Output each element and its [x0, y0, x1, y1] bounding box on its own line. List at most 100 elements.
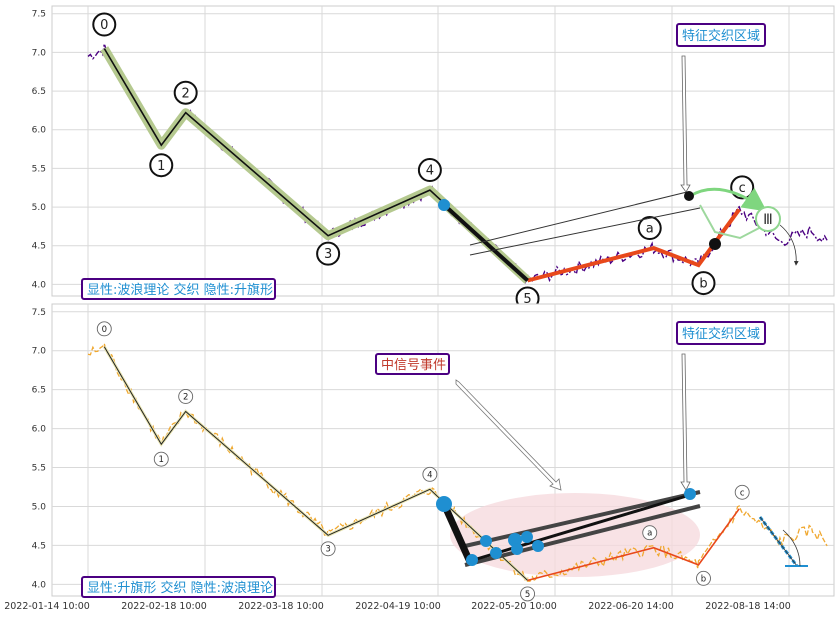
bottom-ytick-label: 7.0: [32, 347, 47, 357]
bottom-wave-label-circle: [734, 484, 750, 500]
top-projection-return: [699, 204, 766, 240]
bottom-ytick-label: 4.5: [32, 541, 46, 551]
top-wave-label-circle: [173, 80, 198, 105]
top-ytick-label: 7.5: [32, 10, 46, 20]
top-ytick-label: 5.5: [32, 164, 46, 174]
top-wave-label: 5: [523, 292, 531, 307]
top-blue-dot: [438, 199, 450, 211]
top-ytick-label: 7.0: [32, 48, 47, 58]
bottom-wave-label: a: [647, 529, 652, 539]
top-wave-label: a: [646, 222, 654, 237]
bottom-ytick-label: 5.5: [32, 464, 46, 474]
bottom-flag-pole: [440, 502, 474, 564]
bottom-wave-label: 2: [183, 392, 188, 402]
top-annotations: Ⅲ: [438, 55, 799, 266]
bottom-flag-dot-3: [490, 547, 502, 559]
bottom-flag-dot-1: [466, 554, 478, 566]
bottom-flag-mid-line: [469, 493, 691, 563]
bottom-label-box: 显性:升旗形 交织 隐性:波浪理论: [81, 576, 276, 598]
bottom-signal-arrow: [455, 379, 562, 491]
bottom-wave-label-circle: [320, 541, 336, 557]
top-ytick-label: 4.0: [32, 280, 47, 290]
x-tick-label: 2022-05-20 10:00: [471, 601, 557, 612]
top-projection-glyph: Ⅲ: [763, 212, 773, 228]
top-black-dot-c: [684, 191, 694, 201]
top-wave-5-impulse: [442, 203, 529, 283]
bottom-ytick-label: 4.0: [32, 580, 47, 590]
top-region-label-box: 特征交织区域: [676, 23, 766, 47]
top-wave-abc-line: [527, 208, 741, 283]
bottom-wave-label-circle: [642, 525, 658, 541]
bottom-wave-label: 0: [102, 325, 107, 335]
bottom-wave-label-circle: [96, 321, 112, 337]
bottom-y-axis: 4.0 4.5 5.0 5.5 6.0 6.5 7.0 7.5: [32, 308, 47, 591]
bottom-bottom-label: 显性:升旗形 交织 隐性:波浪理论: [87, 580, 273, 596]
top-ytick-label: 6.0: [32, 126, 47, 136]
bottom-wave-label-circle: [153, 451, 169, 467]
bottom-flag-dot-5: [511, 543, 523, 555]
bottom-region-arrow: [680, 353, 691, 491]
bottom-ytick-label: 7.5: [32, 308, 46, 318]
top-ytick-label: 4.5: [32, 242, 46, 252]
bottom-flag-dot-7: [532, 540, 544, 552]
bottom-flag-dot-8: [684, 488, 696, 500]
top-wave-label: b: [699, 277, 707, 292]
top-plot-area: [51, 5, 835, 297]
bottom-wave-label: 4: [427, 470, 432, 480]
top-black-dot-end: [709, 238, 721, 250]
x-tick-label: 2022-02-18 10:00: [121, 601, 207, 612]
top-projection-curve: [779, 224, 799, 266]
bottom-ytick-label: 6.5: [32, 386, 46, 396]
top-region-label: 特征交织区域: [682, 28, 760, 44]
top-wave-label: 2: [182, 86, 190, 101]
x-axis-labels: 2022-01-14 10:00 2022-02-18 10:00 2022-03-…: [4, 601, 791, 612]
bottom-flag-lower-line: [464, 504, 701, 567]
x-tick-label: 2022-03-18 10:00: [238, 601, 324, 612]
top-wave-label-circle: [316, 241, 341, 266]
x-tick-label: 2022-08-18 14:00: [705, 601, 791, 612]
bottom-wave-label: b: [701, 574, 706, 584]
bottom-projection-curve: [782, 529, 801, 567]
top-ytick-label: 6.5: [32, 87, 46, 97]
bottom-flag-dot-0: [436, 496, 452, 512]
top-bottom-label: 显性:波浪理论 交织 隐性:升旗形: [87, 282, 273, 298]
bottom-flag-upper-line: [464, 490, 701, 548]
top-bottom-label-box: 显性:波浪理论 交织 隐性:升旗形: [81, 278, 276, 300]
top-wave-label: 1: [157, 159, 165, 174]
top-projection-arrow: [689, 187, 767, 212]
bottom-panel: 4.0 4.5 5.0 5.5 6.0 6.5 7.0 7.5 0 1 2 3 4 5 a b c 显性:升旗…: [32, 303, 835, 602]
bottom-signal-label-box: 中信号事件: [375, 353, 450, 375]
top-wave-label-circle: [691, 271, 716, 296]
x-tick-label: 2022-06-20 14:00: [588, 601, 674, 612]
bottom-wave-label: 1: [159, 455, 164, 465]
bottom-wave-label: c: [740, 488, 745, 498]
bottom-signal-label: 中信号事件: [381, 358, 446, 373]
top-ytick-label: 5.0: [32, 203, 47, 213]
bottom-flag-dots: [436, 488, 696, 566]
bottom-plot-area: [51, 303, 835, 597]
top-triangle-upper-line: [469, 191, 688, 246]
bottom-region-label: 特征交织区域: [682, 326, 760, 342]
bottom-wave-label-circle: [696, 570, 711, 586]
top-wave-label: 3: [324, 247, 332, 262]
top-triangle-lower-line: [469, 207, 701, 256]
bottom-wave-label-circle: [422, 466, 438, 482]
bottom-ytick-label: 5.0: [32, 502, 47, 512]
top-wave-label: 0: [100, 18, 108, 33]
top-wave-label: 4: [426, 164, 434, 179]
bottom-wave-abc-line: [527, 508, 740, 582]
bottom-annotations: [436, 353, 808, 567]
top-wave-label-circle: [417, 158, 442, 183]
x-tick-label: 2022-04-19 10:00: [355, 601, 441, 612]
bottom-wave-label-circle: [178, 389, 194, 404]
bottom-wave-label: 3: [325, 545, 330, 555]
x-tick-label: 2022-01-14 10:00: [4, 601, 90, 612]
top-wave-label-circle: [92, 12, 117, 37]
bottom-wave-label-circle: [520, 586, 536, 602]
bottom-wave-label: 5: [525, 590, 530, 600]
top-projection-circle: [755, 206, 781, 232]
top-wave-label-circle: [637, 216, 662, 241]
bottom-flag-dot-2: [480, 535, 492, 547]
